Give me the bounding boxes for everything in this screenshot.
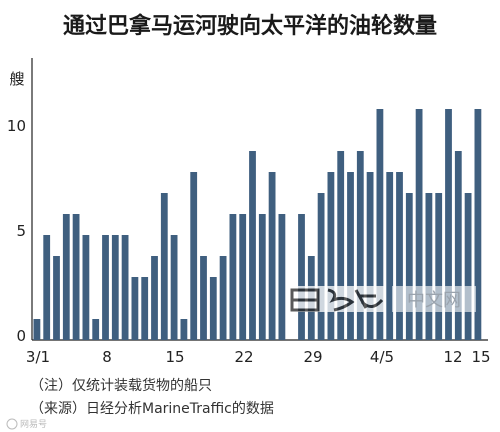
bar: [435, 193, 443, 340]
bar: [53, 256, 60, 340]
bar: [327, 172, 335, 340]
y-tick-label: 5: [16, 222, 26, 240]
x-tick-label: 22: [234, 348, 253, 366]
bar: [239, 214, 247, 340]
bar: [102, 235, 109, 340]
bar: [131, 277, 139, 340]
bar: [121, 235, 129, 340]
x-tick-label: 12: [443, 348, 462, 366]
bar: [62, 214, 70, 340]
bar: [249, 151, 256, 340]
bar: [366, 172, 374, 340]
bar: [209, 277, 217, 340]
bar: [141, 277, 149, 340]
x-tick-label: 8: [102, 348, 112, 366]
bar: [170, 235, 178, 340]
bar: [219, 256, 227, 340]
bar: [190, 172, 198, 340]
x-tick-label: 29: [303, 348, 322, 366]
bar: [337, 151, 345, 340]
bar: [180, 319, 188, 340]
bar: [454, 151, 462, 340]
note-line-2: （来源）日经分析MarineTraffic的数据: [30, 401, 274, 417]
x-tick-label: 3/1: [26, 348, 50, 366]
bar: [43, 235, 51, 340]
y-tick-label: 10: [7, 117, 26, 135]
bar: [229, 214, 237, 340]
watermark-text: 中文网: [407, 290, 461, 311]
bar: [72, 214, 80, 340]
y-axis-label: 艘: [9, 70, 24, 88]
bar: [386, 172, 394, 340]
chart-title: 通过巴拿马运河驶向太平洋的油轮数量: [63, 13, 437, 39]
watermark-logo: [290, 286, 386, 312]
bar: [376, 109, 384, 340]
bar: [445, 109, 452, 340]
bar: [415, 109, 423, 340]
bar: [82, 235, 90, 340]
bar: [268, 172, 276, 340]
bar: [278, 214, 286, 340]
bar: [405, 193, 413, 340]
bar: [317, 193, 325, 340]
bar: [356, 151, 364, 340]
bar: [200, 256, 207, 340]
bar: [111, 235, 119, 340]
bar: [474, 109, 482, 340]
x-tick-label: 15: [165, 348, 184, 366]
note-line-1: （注）仅统计装载货物的船只: [30, 377, 212, 394]
y-tick-label: 0: [16, 327, 26, 345]
bar: [298, 214, 305, 340]
x-tick-label: 15: [471, 348, 490, 366]
bar: [160, 193, 168, 340]
bar: [92, 319, 100, 340]
bar: [258, 214, 266, 340]
bar: [33, 319, 41, 340]
bar: [464, 193, 472, 340]
x-tick-label: 4/5: [370, 348, 394, 366]
bar: [425, 193, 433, 340]
corner-watermark-text: 网易号: [20, 419, 47, 430]
corner-watermark: 网易号: [6, 418, 47, 430]
bar: [151, 256, 158, 340]
watermark-box: [392, 286, 476, 312]
bar: [347, 172, 354, 340]
bar: [396, 172, 403, 340]
